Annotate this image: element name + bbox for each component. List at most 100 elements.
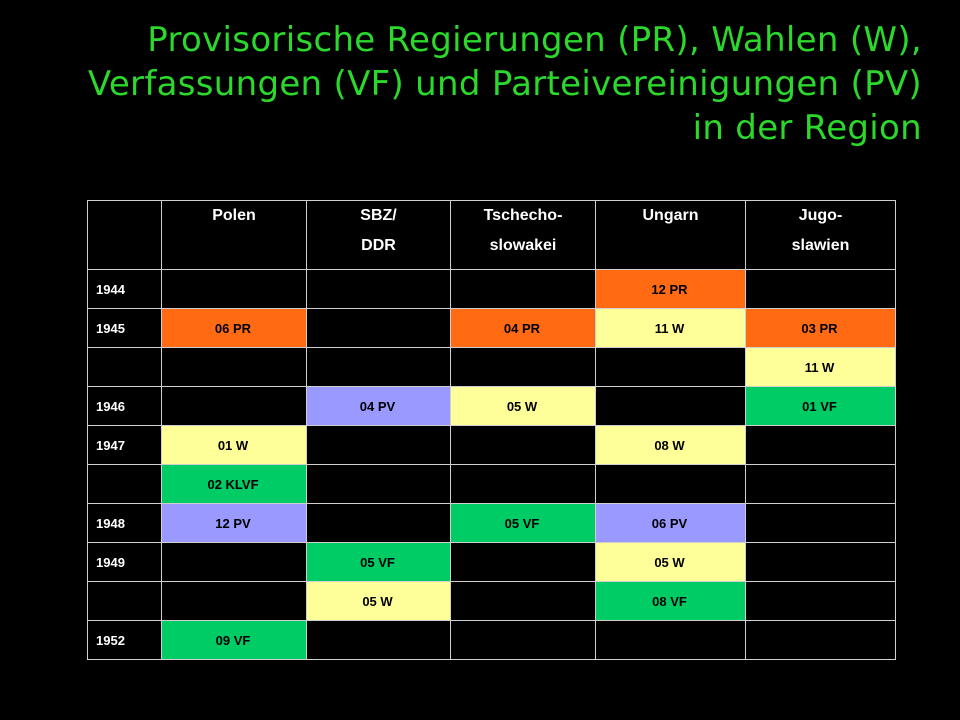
event-label: 06 PR <box>214 320 252 336</box>
table-row: 1949 05 VF 05 W <box>87 542 896 582</box>
empty-cell <box>161 269 307 309</box>
event-cell: 12 PR <box>595 269 746 309</box>
slide-title-line-2: Verfassungen (VF) und Parteivereinigunge… <box>87 64 922 104</box>
year-cell <box>87 464 162 504</box>
event-cell: 06 PR <box>161 308 307 348</box>
column-header-line-2: slowakei <box>489 237 557 254</box>
event-label: 08 W <box>654 437 685 453</box>
event-label: 09 VF <box>215 632 251 648</box>
year-cell: 1944 <box>87 269 162 309</box>
event-label: 04 PR <box>503 320 541 336</box>
empty-cell <box>595 347 746 387</box>
empty-cell <box>595 620 746 660</box>
empty-cell <box>595 464 746 504</box>
header-row: Polen SBZ/DDR Tschecho-slowakei Ungarn Jugo-… <box>87 200 896 270</box>
empty-cell <box>161 542 307 582</box>
empty-cell <box>450 581 596 621</box>
empty-cell <box>450 464 596 504</box>
empty-cell <box>306 269 451 309</box>
column-header: Tschecho-slowakei <box>450 200 596 270</box>
column-header: SBZ/DDR <box>306 200 451 270</box>
event-cell: 08 VF <box>595 581 746 621</box>
empty-cell <box>745 503 896 543</box>
year-cell: 1948 <box>87 503 162 543</box>
table-row: 1952 09 VF <box>87 620 896 660</box>
slide-title-line-1: Provisorische Regierungen (PR), Wahlen (… <box>147 20 922 60</box>
empty-cell <box>450 269 596 309</box>
event-label: 04 PV <box>359 398 396 414</box>
slide-title: Provisorische Regierungen (PR), Wahlen (… <box>20 18 922 150</box>
event-cell: 11 W <box>745 347 896 387</box>
event-cell: 05 W <box>595 542 746 582</box>
empty-cell <box>595 386 746 426</box>
event-label: 05 VF <box>360 554 395 570</box>
column-header: Jugo-slawien <box>745 200 896 270</box>
slide-title-line-3: in der Region <box>692 108 922 148</box>
column-header: Ungarn <box>595 200 746 270</box>
event-label: 12 PR <box>651 281 688 297</box>
empty-cell <box>450 425 596 465</box>
table-row: 1946 04 PV 05 W 01 VF <box>87 386 896 426</box>
event-label: 01 VF <box>802 398 837 414</box>
event-cell: 08 W <box>595 425 746 465</box>
column-header-line-2: DDR <box>361 237 396 254</box>
event-cell: 09 VF <box>161 620 307 660</box>
event-label: 06 PV <box>651 515 688 531</box>
empty-cell <box>306 425 451 465</box>
event-cell: 05 W <box>450 386 596 426</box>
empty-cell <box>306 620 451 660</box>
empty-cell <box>161 347 307 387</box>
empty-cell <box>450 347 596 387</box>
column-header-line-2: slawien <box>791 237 850 254</box>
event-cell: 01 W <box>161 425 307 465</box>
table-body: 1944 12 PR 1945 06 PR 04 PR 11 W 03 PR 11 W 1946… <box>87 269 896 660</box>
empty-cell <box>745 425 896 465</box>
event-label: 08 VF <box>652 593 687 609</box>
event-label: 11 W <box>654 320 685 336</box>
event-label: 05 W <box>362 593 393 609</box>
event-cell: 02 KLVF <box>161 464 307 504</box>
event-cell: 04 PV <box>306 386 451 426</box>
empty-cell <box>745 464 896 504</box>
event-cell: 01 VF <box>745 386 896 426</box>
table-row: 02 KLVF <box>87 464 896 504</box>
table-row: 1948 12 PV 05 VF 06 PV <box>87 503 896 543</box>
empty-cell <box>745 581 896 621</box>
year-cell <box>87 347 162 387</box>
event-label: 11 W <box>804 359 835 375</box>
event-label: 05 W <box>506 398 538 414</box>
table-row: 11 W <box>87 347 896 387</box>
empty-cell <box>745 542 896 582</box>
events-table: Polen SBZ/DDR Tschecho-slowakei Ungarn Jugo-… <box>87 200 896 660</box>
event-label: 05 VF <box>504 515 540 531</box>
year-cell: 1946 <box>87 386 162 426</box>
column-header-line-1: Tschecho- <box>483 207 563 224</box>
event-cell: 04 PR <box>450 308 596 348</box>
event-cell: 05 W <box>306 581 451 621</box>
year-cell: 1952 <box>87 620 162 660</box>
event-label: 02 KLVF <box>207 476 259 492</box>
header-corner <box>87 200 162 270</box>
empty-cell <box>306 503 451 543</box>
event-cell: 03 PR <box>745 308 896 348</box>
table-row: 1947 01 W 08 W <box>87 425 896 465</box>
column-header-line-1: Jugo- <box>798 207 843 224</box>
empty-cell <box>745 269 896 309</box>
column-header-line-1: SBZ/ <box>360 207 397 224</box>
event-label: 12 PV <box>215 515 251 531</box>
event-cell: 11 W <box>595 308 746 348</box>
event-cell: 05 VF <box>306 542 451 582</box>
empty-cell <box>306 308 451 348</box>
empty-cell <box>450 620 596 660</box>
column-header-line-1: Ungarn <box>642 207 699 224</box>
year-cell: 1949 <box>87 542 162 582</box>
event-cell: 12 PV <box>161 503 307 543</box>
year-cell: 1947 <box>87 425 162 465</box>
empty-cell <box>306 347 451 387</box>
column-header-line-1: Polen <box>212 207 256 224</box>
year-cell: 1945 <box>87 308 162 348</box>
event-label: 05 W <box>654 554 685 570</box>
event-cell: 06 PV <box>595 503 746 543</box>
event-label: 01 W <box>217 437 249 453</box>
table-row: 1944 12 PR <box>87 269 896 309</box>
